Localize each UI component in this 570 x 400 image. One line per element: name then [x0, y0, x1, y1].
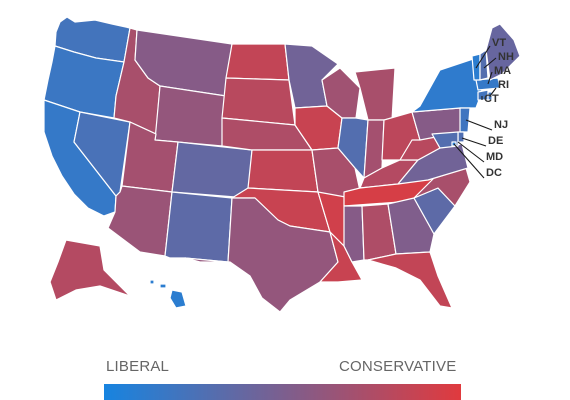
state-label-ct: CT	[484, 93, 499, 105]
legend-liberal-label: LIBERAL	[106, 358, 170, 375]
state-label-de: DE	[488, 135, 503, 147]
state-label-nj: NJ	[494, 119, 508, 131]
state-ms	[343, 205, 365, 263]
state-ak	[49, 239, 131, 301]
state-me	[485, 23, 521, 81]
state-nh	[479, 49, 489, 81]
callout-leader-de	[461, 137, 487, 147]
callout-leader-vt	[475, 45, 491, 69]
state-mi	[354, 67, 396, 121]
state-label-dc: DC	[486, 167, 502, 179]
state-tx	[184, 197, 339, 313]
state-label-ri: RI	[498, 79, 509, 91]
state-de	[457, 131, 465, 143]
state-wy	[154, 85, 227, 147]
state-nj	[459, 107, 471, 133]
state-callouts: VT NH MA RI CT NJ DE MD DC	[453, 37, 514, 179]
state-co	[171, 141, 253, 199]
state-az	[107, 185, 173, 257]
state-nm	[164, 191, 233, 263]
state-sd	[221, 77, 296, 126]
legend-gradient-bar	[104, 384, 461, 400]
state-fl	[367, 251, 453, 309]
state-hi	[149, 279, 187, 309]
state-label-ma: MA	[494, 65, 511, 77]
state-nd	[225, 43, 290, 81]
states-layer	[43, 16, 521, 313]
state-ny	[411, 57, 483, 113]
legend-conservative-label: CONSERVATIVE	[339, 358, 457, 375]
state-label-vt: VT	[492, 37, 506, 49]
state-ga	[387, 197, 435, 255]
state-label-nh: NH	[498, 51, 514, 63]
callout-leader-ma	[487, 71, 493, 85]
state-ks	[247, 149, 319, 193]
callout-leader-ri	[489, 87, 497, 97]
callout-leader-nh	[483, 57, 497, 69]
callout-leader-md	[457, 141, 485, 163]
state-label-md: MD	[486, 151, 503, 163]
callout-leader-dc	[453, 143, 485, 179]
callout-leader-nj	[465, 119, 493, 131]
